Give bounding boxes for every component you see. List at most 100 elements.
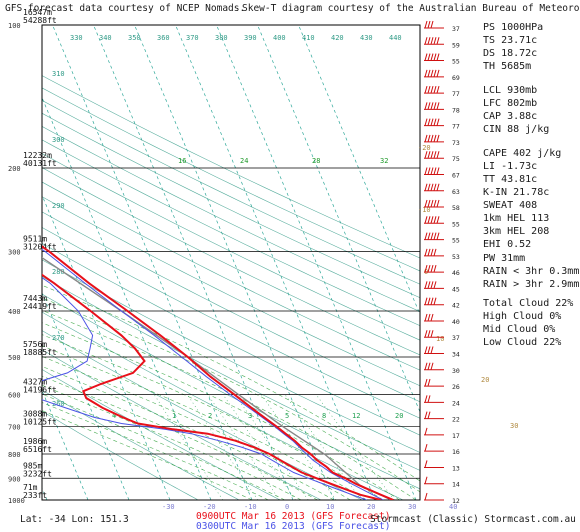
dry-adiabat-label: 400 <box>273 34 286 42</box>
wind-barb-feather <box>433 118 437 126</box>
wind-barb-feather <box>433 232 437 240</box>
wind-barb-feather <box>424 395 428 403</box>
wind-speed-label: 42 <box>452 302 460 310</box>
wind-barb-feather <box>430 183 434 191</box>
wind-speed-label: 12 <box>452 497 460 505</box>
index-row: CAPE 402 j/kg <box>483 148 561 159</box>
dry-adiabat <box>42 112 420 299</box>
run-label-red: 0900UTC Mar 16 2013 (GFS Forecast) <box>196 511 391 522</box>
profiles <box>42 245 394 500</box>
parcel-trace <box>42 256 392 500</box>
dry-adiabat-label: 410 <box>302 34 315 42</box>
dry-adiabat <box>42 100 420 285</box>
pressure-label: 200 <box>8 165 21 173</box>
dry-adiabat <box>42 126 420 312</box>
wind-barb-feather <box>427 85 431 94</box>
wind-barb: 75 <box>424 151 460 163</box>
wind-barb-feather <box>436 53 440 61</box>
wind-barb-feather <box>430 330 434 338</box>
pressure-label: 600 <box>8 392 21 400</box>
wind-barb-feather <box>424 53 428 61</box>
wind-speed-label: 59 <box>452 41 460 49</box>
index-label: EHI <box>483 239 508 250</box>
wind-barb: 22 <box>424 411 460 424</box>
wind-barb-feather <box>424 297 428 305</box>
dry-adiabat <box>42 211 420 403</box>
index-row: RAIN > 3hr 2.9mm <box>483 279 579 290</box>
wind-barb-feather <box>424 476 428 484</box>
index-value: 22% <box>555 298 574 309</box>
index-value: 1000HPa <box>501 22 544 33</box>
index-value: 88 j/kg <box>507 124 550 135</box>
wind-barb-feather <box>436 102 440 110</box>
wind-speed-label: 55 <box>452 58 460 66</box>
wind-barb-feather <box>436 134 440 143</box>
wind-barb: 59 <box>424 37 460 49</box>
wind-barb-feather <box>424 118 428 126</box>
red-temperature-line <box>42 245 394 500</box>
temp-tick-bottom: -20 <box>203 503 216 511</box>
mixing-ratio-label: 8 <box>322 412 326 420</box>
wind-barb-feather <box>424 362 428 370</box>
wind-barb-feather <box>433 37 437 45</box>
wind-barb: 13 <box>424 460 460 472</box>
wind-speed-label: 63 <box>452 188 460 196</box>
wind-barb-feather <box>427 53 431 61</box>
altitude-ft-label: 233ft <box>23 491 47 500</box>
blue-temperature-line <box>42 248 384 500</box>
mixing-ratio-line <box>153 394 224 500</box>
dry-adiabat-label: 330 <box>70 34 83 42</box>
wind-barb: 14 <box>424 476 460 489</box>
pressure-label: 800 <box>8 451 21 459</box>
moist-adiabat-label: -20 <box>418 144 431 152</box>
wind-barb-feather <box>424 346 428 354</box>
wind-barb-feather <box>424 281 428 289</box>
wind-speed-label: 14 <box>452 481 460 489</box>
wind-barb-feather <box>424 37 428 45</box>
index-value: -1.73c <box>501 161 538 172</box>
altitude-m-label: 1986m <box>23 437 47 446</box>
altitude-ft-label: 6516ft <box>23 445 52 454</box>
wind-barb: 37 <box>424 20 460 33</box>
wind-barb: 77 <box>424 118 460 131</box>
isotherm-line <box>216 25 417 500</box>
wind-barb-feather <box>433 69 437 77</box>
wind-barb-feather <box>427 248 431 256</box>
wind-barb: 63 <box>424 183 460 196</box>
wind-barb-feather <box>427 297 431 305</box>
moist-adiabat-label: 28 <box>312 157 320 165</box>
altitude-ft-label: 24419ft <box>23 302 57 311</box>
dry-adiabat <box>42 410 199 500</box>
isotherm-line <box>93 25 294 500</box>
index-value: 113 <box>531 213 550 224</box>
wind-barb-feather <box>430 37 434 45</box>
wind-barb-feather <box>424 265 428 273</box>
dry-adiabat-label: 380 <box>215 34 228 42</box>
dry-adiabat-label: 310 <box>52 70 65 78</box>
altitude-m-label: 4327m <box>23 378 47 387</box>
header-credit-ncep: GFS forecast data courtesy of NCEP Nomad… <box>5 3 246 14</box>
wind-barb: 42 <box>424 297 460 310</box>
index-value: 23.71c <box>501 35 538 46</box>
temp-tick-bottom: 0 <box>285 503 289 511</box>
wind-speed-label: 46 <box>452 269 460 277</box>
altitude-ft-label: 3232ft <box>23 469 52 478</box>
wind-barb-feather <box>427 69 431 77</box>
mixing-ratio-label: 12 <box>352 412 360 420</box>
altitude-m-label: 3088m <box>23 409 47 418</box>
wind-barb: 77 <box>424 85 460 98</box>
wind-barb-feather <box>430 313 434 322</box>
pressure-label: 900 <box>8 475 21 483</box>
altitude-m-label: 71m <box>23 483 38 492</box>
wind-barb-feather <box>433 281 437 289</box>
index-label: PS <box>483 22 502 33</box>
moist-adiabat-label: 32 <box>380 157 388 165</box>
location-label: Lat: -34 Lon: 151.3 <box>20 514 129 525</box>
dry-adiabat <box>42 75 420 259</box>
red-dewpoint-line <box>42 273 382 500</box>
wind-speed-label: 55 <box>452 220 460 228</box>
pressure-label: 100 <box>8 22 21 30</box>
wind-barb-feather <box>436 183 440 191</box>
altitude-m-label: 5756m <box>23 340 47 349</box>
wind-barb-feather <box>427 118 431 126</box>
